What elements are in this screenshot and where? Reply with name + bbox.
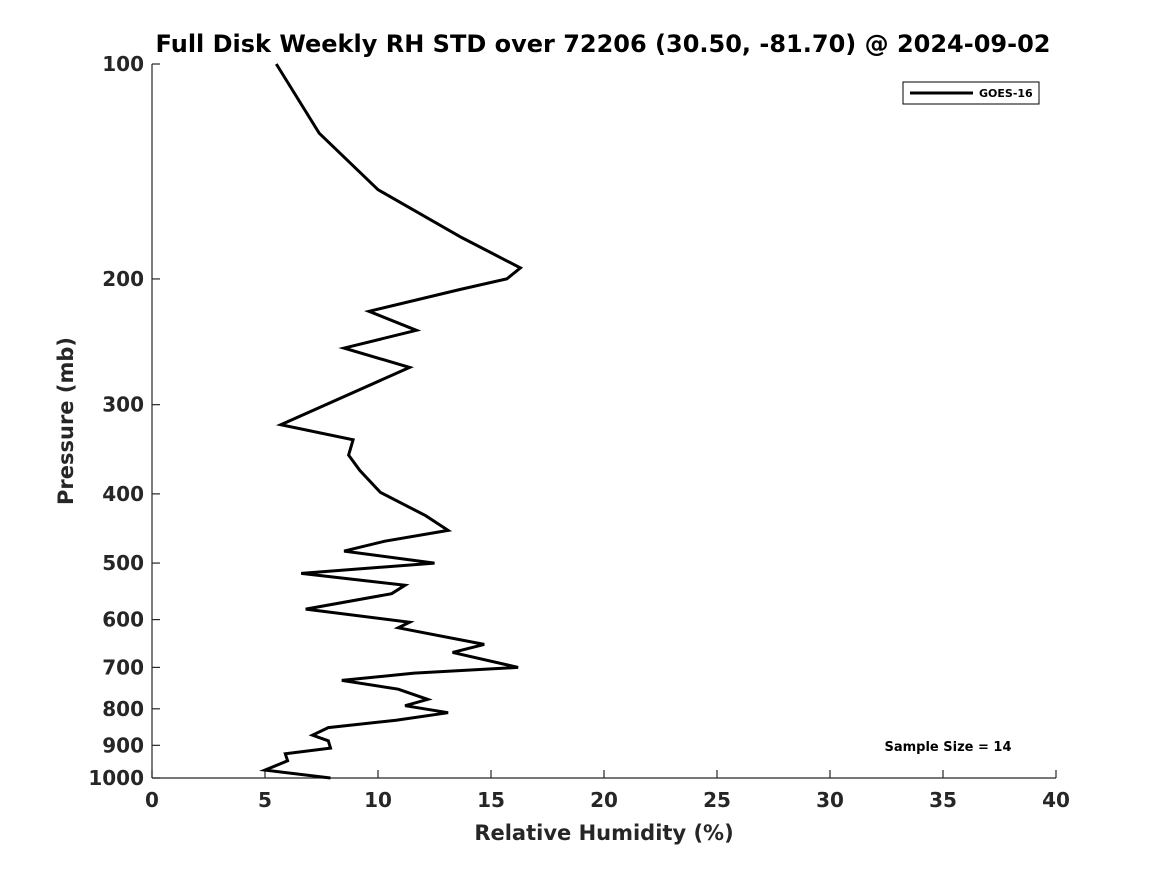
y-tick-label: 700 [102,655,144,679]
x-tick-label: 15 [477,788,505,812]
x-tick-label: 35 [929,788,957,812]
y-axis-label: Pressure (mb) [54,337,78,505]
y-ticks: 100 200 300 400 500 600 700 800 900 1000 [88,52,160,790]
x-ticks: 0 5 10 15 20 25 30 35 40 [145,770,1070,812]
y-tick-label: 100 [102,52,144,76]
x-tick-label: 40 [1042,788,1070,812]
y-tick-label: 800 [102,697,144,721]
y-tick-label: 200 [102,267,144,291]
x-tick-label: 0 [145,788,159,812]
x-tick-label: 20 [590,788,618,812]
chart-title: Full Disk Weekly RH STD over 72206 (30.5… [156,30,1051,58]
legend-label-goes-16: GOES-16 [979,87,1033,100]
y-tick-label: 400 [102,482,144,506]
legend: GOES-16 [902,81,1040,105]
y-tick-label: 1000 [88,766,144,790]
x-tick-label: 30 [816,788,844,812]
y-tick-label: 900 [102,733,144,757]
x-tick-label: 10 [364,788,392,812]
x-tick-label: 5 [258,788,272,812]
x-axis-label: Relative Humidity (%) [474,821,733,845]
y-tick-label: 600 [102,608,144,632]
y-tick-label: 300 [102,393,144,417]
y-tick-label: 500 [102,551,144,575]
sample-size-annotation: Sample Size = 14 [884,740,1011,755]
x-tick-label: 25 [703,788,731,812]
series-line-goes-16 [259,63,524,780]
